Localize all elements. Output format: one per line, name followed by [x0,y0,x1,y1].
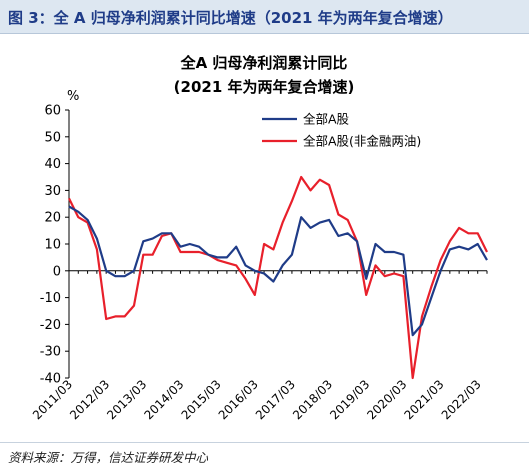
x-tick-label: 2020/03 [364,377,409,422]
y-axis: -40 -30 -20 -10 0 10 20 30 40 50 60 [40,104,70,387]
y-tick-label: -30 [40,345,61,360]
legend-label: 全部A股 [303,112,350,127]
y-tick-label: 60 [44,104,61,119]
figure-label: 图 3：全 A 归母净利润累计同比增速（2021 年为两年复合增速） [8,9,453,27]
x-tick-label: 2016/03 [216,377,261,422]
series-line-all-a [68,205,488,337]
x-tick-label: 2022/03 [439,377,484,422]
y-tick-label: 20 [44,211,61,226]
chart-title-line-1: 全A 归母净利润累计同比 [180,54,348,72]
x-tick-label: 2017/03 [253,377,298,422]
y-tick-label: -40 [40,372,61,387]
x-tick-label: 2019/03 [327,377,372,422]
figure-header: 图 3：全 A 归母净利润累计同比增速（2021 年为两年复合增速） [0,0,529,34]
y-tick-label: 10 [44,238,61,253]
x-tick-label: 2014/03 [141,377,186,422]
series-line-ex-financials [68,175,488,380]
x-tick-label: 2015/03 [179,377,224,422]
y-tick-label: 0 [53,264,61,279]
y-tick-label: 40 [44,157,61,172]
y-tick-label: 30 [44,184,61,199]
x-tick-label: 2021/03 [402,377,447,422]
figure-source-note: 资料来源：万得，信达证券研发中心 [0,442,529,469]
series-lines [68,175,488,380]
y-tick-label: 50 [44,130,61,145]
legend-label: 全部A股(非金融两油) [303,134,421,149]
y-tick-label: -20 [40,318,61,333]
line-chart: 全A 归母净利润累计同比 (2021 年为两年复合增速) % -40 -30 -20… [30,54,488,422]
y-tick-label: -10 [40,291,61,306]
x-tick-label: 2013/03 [104,377,149,422]
y-axis-unit-label: % [67,89,79,104]
chart-title-line-2: (2021 年为两年复合增速) [174,78,355,96]
x-tick-label: 2018/03 [290,377,335,422]
source-text: 资料来源：万得，信达证券研发中心 [8,450,209,465]
x-tick-label: 2012/03 [67,377,112,422]
